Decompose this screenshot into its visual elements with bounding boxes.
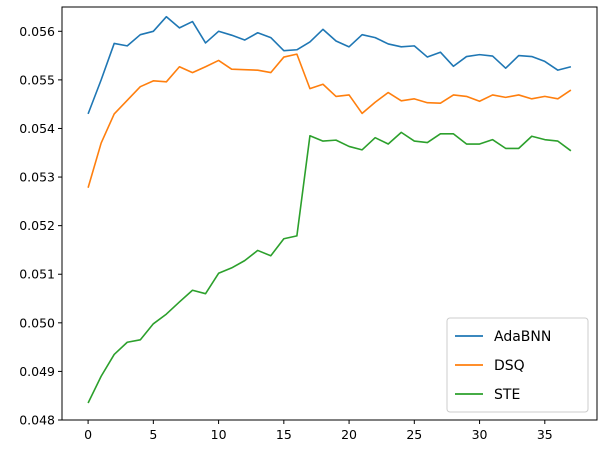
x-axis: 0 5 10 15 20 25 30 35 (84, 420, 553, 442)
legend-label-ste: STE (494, 387, 520, 403)
x-tick-label: 35 (537, 427, 553, 442)
series-line-dsq (87, 53, 572, 188)
y-tick-label: 0.054 (19, 121, 55, 136)
x-tick-label: 5 (149, 427, 157, 442)
y-tick-label: 0.048 (19, 413, 55, 428)
plot-area-frame (61, 6, 598, 421)
legend-label-dsq: DSQ (494, 358, 525, 374)
series-line-adabnn (87, 15, 572, 115)
y-tick-label: 0.056 (19, 24, 55, 39)
y-tick-label: 0.055 (19, 72, 55, 87)
y-tick-label: 0.050 (19, 315, 55, 330)
x-tick-label: 15 (276, 427, 292, 442)
series-line-ste (87, 131, 572, 404)
series-lines (87, 15, 572, 404)
x-tick-label: 20 (341, 427, 357, 442)
x-tick-label: 0 (84, 427, 92, 442)
x-tick-label: 30 (472, 427, 488, 442)
legend: AdaBNN DSQ STE (446, 317, 589, 413)
y-axis: 0.048 0.049 0.050 0.051 0.052 0.053 0.054 0.055… (19, 24, 62, 428)
x-tick-label: 10 (211, 427, 227, 442)
legend-box (446, 317, 589, 413)
y-tick-label: 0.049 (19, 364, 55, 379)
y-tick-label: 0.053 (19, 170, 55, 185)
legend-label-adabnn: AdaBNN (494, 329, 551, 345)
y-tick-label: 0.051 (19, 267, 55, 282)
y-tick-label: 0.052 (19, 218, 55, 233)
x-tick-label: 25 (406, 427, 422, 442)
